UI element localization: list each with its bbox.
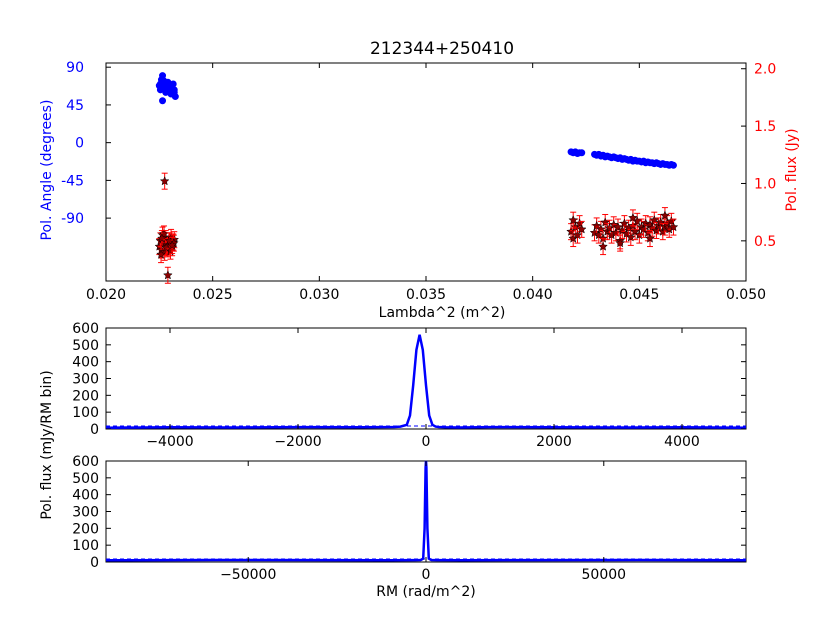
chart-title: 212344+250410 bbox=[370, 39, 514, 59]
y-tick-label: 300 bbox=[72, 372, 99, 388]
flux-point bbox=[657, 226, 668, 236]
flux-point bbox=[625, 232, 636, 242]
y-tick-label: 500 bbox=[72, 338, 99, 354]
panel1-axes: 0.020 0.025 0.030 0.035 0.040 0.045 0.050 90 45 0… bbox=[61, 60, 776, 303]
x-tick-label: 0.025 bbox=[193, 287, 233, 303]
flux-point bbox=[598, 241, 608, 251]
y-tick-label: 200 bbox=[72, 521, 99, 537]
shared-ylabel: Pol. flux (mJy/RM bin) bbox=[39, 370, 55, 519]
x-tick-label: 0.050 bbox=[726, 287, 766, 303]
panel3-data bbox=[105, 460, 747, 562]
x-tick-label: −4000 bbox=[146, 434, 193, 450]
flux-point bbox=[615, 237, 626, 248]
flux-point bbox=[167, 240, 178, 250]
y-left-tick-label: 90 bbox=[66, 60, 84, 76]
panel1-frame bbox=[105, 62, 747, 282]
x-tick-label: 0 bbox=[422, 434, 431, 450]
x-tick-label: −2000 bbox=[274, 434, 321, 450]
flux-point bbox=[156, 233, 167, 243]
flux-point bbox=[568, 215, 579, 225]
x-tick-label: 0.020 bbox=[86, 287, 126, 303]
flux-point bbox=[651, 225, 662, 235]
y-right-tick-label: 2.0 bbox=[754, 62, 776, 78]
flux-point bbox=[589, 227, 600, 238]
x-tick-label: 50000 bbox=[582, 567, 627, 583]
flux-point bbox=[576, 224, 587, 234]
panel1-ylabel-right: Pol. flux (Jy) bbox=[784, 128, 800, 211]
flux-point bbox=[628, 212, 638, 223]
x-tick-label: −50000 bbox=[220, 567, 276, 583]
y-left-tick-label: -45 bbox=[61, 173, 84, 189]
y-tick-label: 100 bbox=[72, 538, 99, 554]
y-tick-label: 0 bbox=[90, 555, 99, 571]
y-tick-label: 0 bbox=[90, 422, 99, 438]
flux-point bbox=[666, 216, 677, 226]
x-tick-label: 4000 bbox=[664, 434, 700, 450]
flux-point bbox=[600, 217, 611, 227]
y-tick-label: 600 bbox=[72, 454, 99, 470]
angle-point bbox=[164, 88, 172, 96]
y-tick-label: 500 bbox=[72, 471, 99, 487]
y-tick-label: 400 bbox=[72, 488, 99, 504]
y-left-tick-label: 0 bbox=[75, 136, 84, 152]
flux-point bbox=[574, 218, 585, 228]
panel1-data bbox=[154, 72, 679, 284]
flux-point bbox=[162, 270, 173, 280]
flux-point bbox=[156, 249, 166, 259]
flux-point bbox=[572, 229, 583, 240]
panel2-data bbox=[105, 334, 747, 429]
x-tick-label: 0 bbox=[422, 567, 431, 583]
rm-spectrum-line bbox=[105, 460, 747, 562]
y-tick-label: 200 bbox=[72, 388, 99, 404]
angle-point bbox=[669, 161, 677, 169]
y-left-tick-label: 45 bbox=[66, 98, 84, 114]
flux-point bbox=[596, 224, 606, 234]
flux-point bbox=[645, 233, 655, 243]
x-tick-label: 2000 bbox=[536, 434, 572, 450]
angle-point bbox=[578, 149, 586, 157]
flux-point bbox=[668, 221, 679, 232]
flux-point bbox=[164, 235, 175, 246]
angle-point bbox=[170, 88, 178, 96]
x-tick-label: 0.035 bbox=[406, 287, 446, 303]
flux-point bbox=[159, 176, 170, 186]
angle-point bbox=[160, 77, 168, 85]
flux-point bbox=[660, 210, 670, 220]
y-right-tick-label: 0.5 bbox=[754, 234, 776, 250]
panel3-xlabel: RM (rad/m^2) bbox=[376, 584, 475, 600]
angle-point bbox=[159, 97, 167, 105]
rm-spectrum-line bbox=[105, 334, 747, 429]
y-tick-label: 300 bbox=[72, 505, 99, 521]
x-tick-label: 0.045 bbox=[619, 287, 659, 303]
y-right-tick-label: 1.5 bbox=[754, 119, 776, 135]
y-tick-label: 600 bbox=[72, 321, 99, 337]
y-tick-label: 100 bbox=[72, 405, 99, 421]
x-tick-label: 0.040 bbox=[513, 287, 553, 303]
y-left-tick-label: -90 bbox=[61, 211, 84, 227]
panel1-ylabel-left: Pol. Angle (degrees) bbox=[39, 100, 55, 241]
panel1-xlabel: Lambda^2 (m^2) bbox=[379, 305, 506, 321]
y-right-tick-label: 1.0 bbox=[754, 176, 776, 192]
y-tick-label: 400 bbox=[72, 355, 99, 371]
x-tick-label: 0.030 bbox=[299, 287, 339, 303]
